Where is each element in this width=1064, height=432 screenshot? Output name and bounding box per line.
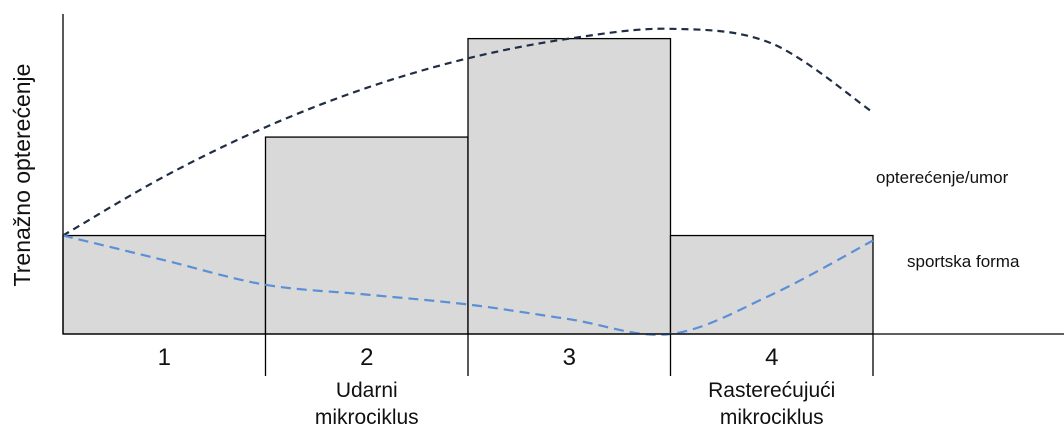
bar-4 <box>669 234 874 335</box>
series-label-opterecenje-umor: opterećenje/umor <box>876 168 1009 187</box>
tick-label-1: 1 <box>158 344 171 371</box>
axes <box>62 14 1064 335</box>
tick-labels: 1 2 3 4 <box>158 344 779 371</box>
phase-label-2-line-2: mikrociklus <box>720 406 824 429</box>
series-line-sportska-forma <box>62 234 874 336</box>
tick-label-2: 2 <box>360 344 373 371</box>
bar-3 <box>467 37 672 335</box>
series-labels: opterećenje/umor sportska forma <box>876 168 1020 271</box>
phase-label-2-line-1: Rasterećujući <box>708 379 835 402</box>
tick-marks <box>264 334 874 376</box>
curves <box>62 27 874 336</box>
phase-label-1-line-2: mikrociklus <box>315 406 419 429</box>
bars <box>62 37 874 335</box>
bar-2 <box>264 136 469 335</box>
phase-labels: Udarni mikrociklus Rasterećujući mikrociklu… <box>315 379 836 429</box>
phase-label-1-line-1: Udarni <box>336 379 398 402</box>
tick-label-3: 3 <box>563 344 576 371</box>
series-line-opterecenje-umor <box>62 27 874 237</box>
y-axis-label: Trenažno opterećenje <box>9 64 35 287</box>
tick-label-4: 4 <box>765 344 778 371</box>
series-label-sportska-forma: sportska forma <box>907 252 1020 271</box>
bar-1 <box>62 234 267 335</box>
